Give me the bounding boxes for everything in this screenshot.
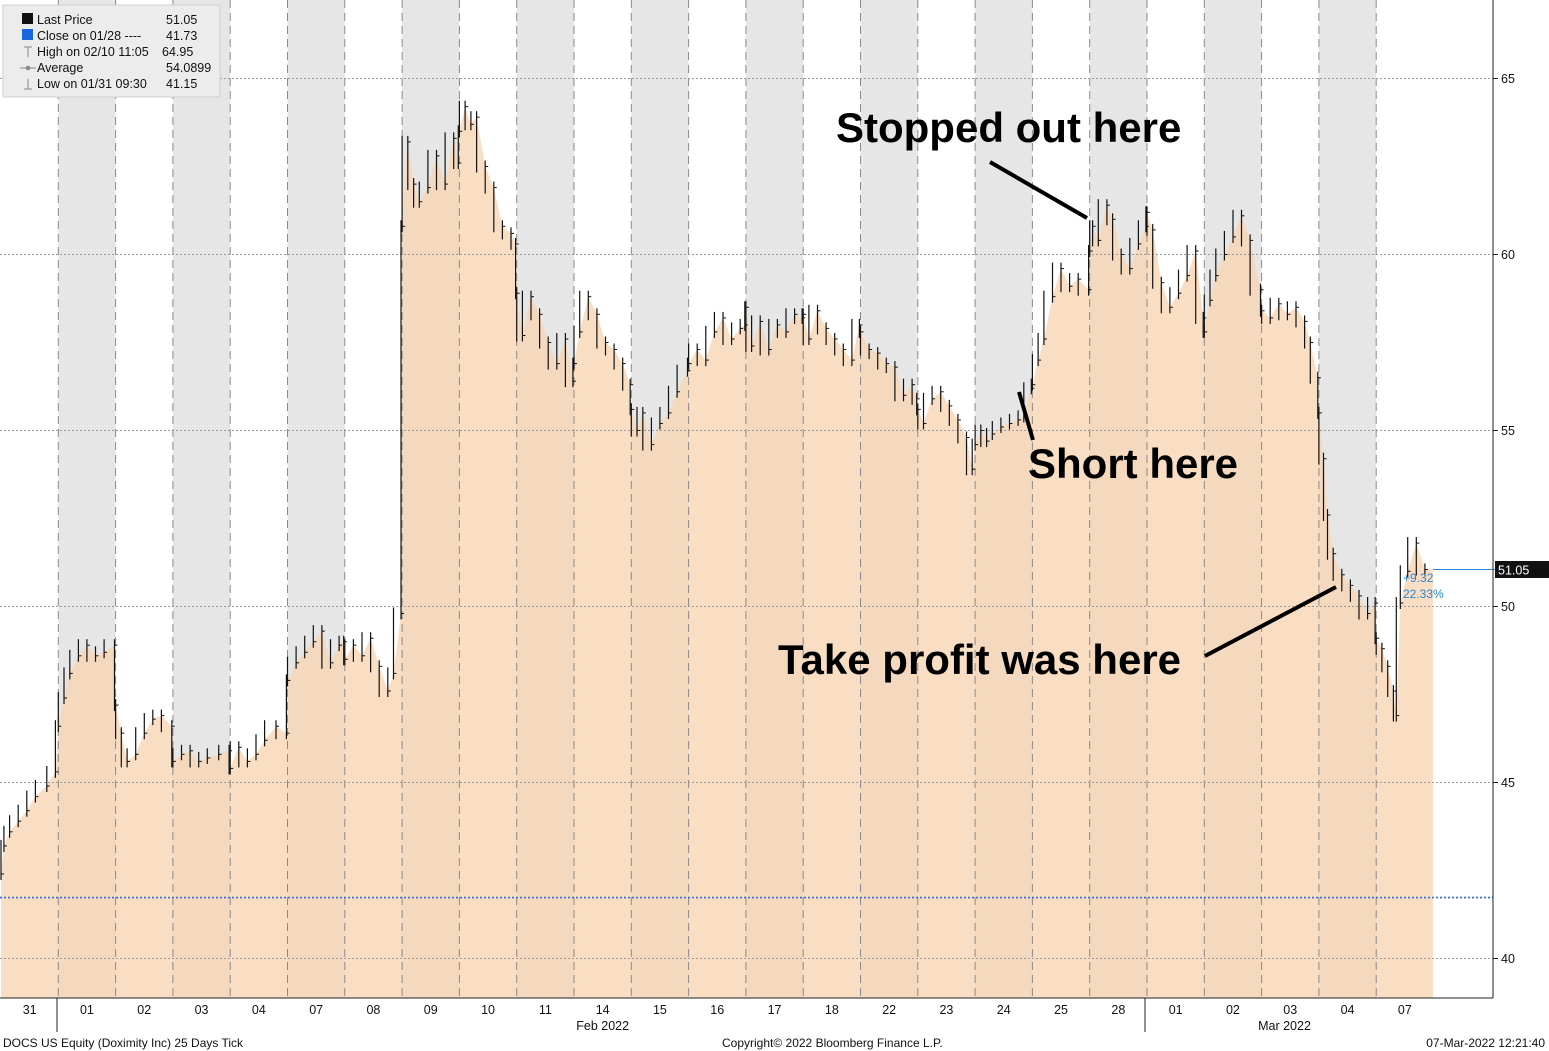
horizontal-gridlines [0, 78, 1493, 959]
x-day-label-16: 23 [939, 1003, 953, 1017]
annotation-stopped-out: Stopped out here [836, 104, 1181, 151]
x-axis-month-labels: Feb 2022 Mar 2022 [576, 1019, 1311, 1033]
x-day-label-12: 16 [710, 1003, 724, 1017]
footer-security: DOCS US Equity (Doximity Inc) 25 Days Ti… [3, 1036, 244, 1050]
x-day-label-3: 03 [195, 1003, 209, 1017]
price-area-fill [1, 106, 1433, 998]
x-day-label-8: 10 [481, 1003, 495, 1017]
x-day-label-10: 14 [596, 1003, 610, 1017]
legend-value-2: 64.95 [162, 45, 193, 59]
x-day-label-2: 02 [137, 1003, 151, 1017]
x-day-label-18: 25 [1054, 1003, 1068, 1017]
price-tick-bars [0, 100, 1428, 880]
x-day-label-24: 07 [1398, 1003, 1412, 1017]
x-day-label-9: 11 [539, 1003, 552, 1017]
x-day-label-0: 31 [23, 1003, 37, 1017]
annotation-take-profit: Take profit was here [778, 636, 1181, 683]
y-tick-label-65: 65 [1501, 72, 1515, 86]
annotation-arrow-stopped-out [989, 160, 1088, 220]
x-day-label-19: 28 [1111, 1003, 1125, 1017]
y-tick-label-45: 45 [1501, 776, 1515, 790]
last-price-tag: 51.05 [1495, 561, 1549, 578]
y-axis-tick-labels: 40 45 50 55 60 65 [1493, 72, 1515, 966]
last-price-tag-label: 51.05 [1498, 564, 1529, 578]
legend-value-1: 41.73 [166, 29, 197, 43]
x-day-label-23: 04 [1341, 1003, 1355, 1017]
legend-label-2: High on 02/10 11:05 [37, 45, 149, 59]
legend: Last Price 51.05 Close on 01/28 ---- 41.… [2, 4, 221, 98]
footer-copyright: Copyright© 2022 Bloomberg Finance L.P. [722, 1036, 943, 1050]
legend-marker-high [24, 46, 32, 57]
legend-value-4: 41.15 [166, 77, 197, 91]
day-separator-gridlines [57, 0, 1377, 998]
x-day-label-1: 01 [80, 1003, 94, 1017]
x-day-label-5: 07 [309, 1003, 323, 1017]
legend-swatch-close [22, 29, 33, 40]
x-month-label-0: Feb 2022 [576, 1019, 629, 1033]
legend-marker-low [24, 79, 32, 90]
annotation-arrow-take-profit [1204, 585, 1337, 658]
legend-marker-average [20, 65, 36, 71]
x-day-label-20: 01 [1169, 1003, 1183, 1017]
legend-value-3: 54.0899 [166, 61, 211, 75]
x-day-label-6: 08 [366, 1003, 380, 1017]
change-value-label: +9.32 [1403, 571, 1434, 585]
x-day-label-11: 15 [653, 1003, 667, 1017]
x-day-label-15: 22 [882, 1003, 896, 1017]
legend-value-0: 51.05 [166, 13, 197, 27]
legend-label-1: Close on 01/28 ---- [37, 29, 141, 43]
x-day-label-7: 09 [424, 1003, 438, 1017]
x-day-label-22: 03 [1283, 1003, 1297, 1017]
x-day-label-14: 18 [825, 1003, 839, 1017]
change-percent-label: 22.33% [1403, 587, 1444, 601]
x-day-label-13: 17 [768, 1003, 782, 1017]
x-axis-day-labels: 31 01 02 03 04 07 08 09 10 11 14 15 16 17 18 22 23 24 25 28… [23, 1003, 1412, 1017]
x-day-label-21: 02 [1226, 1003, 1240, 1017]
y-tick-label-50: 50 [1501, 600, 1515, 614]
legend-swatch-last-price [22, 13, 33, 24]
annotation-short: Short here [1028, 440, 1238, 487]
annotation-arrow-short [1017, 391, 1035, 441]
legend-label-0: Last Price [37, 13, 93, 27]
x-day-label-4: 04 [252, 1003, 266, 1017]
y-tick-label-60: 60 [1501, 248, 1515, 262]
legend-label-4: Low on 01/31 09:30 [37, 77, 147, 91]
footer-timestamp: 07-Mar-2022 12:21:40 [1426, 1036, 1545, 1050]
legend-label-3: Average [37, 61, 83, 75]
y-tick-label-40: 40 [1501, 952, 1515, 966]
y-tick-label-55: 55 [1501, 424, 1515, 438]
x-day-label-17: 24 [997, 1003, 1011, 1017]
x-month-label-1: Mar 2022 [1258, 1019, 1311, 1033]
